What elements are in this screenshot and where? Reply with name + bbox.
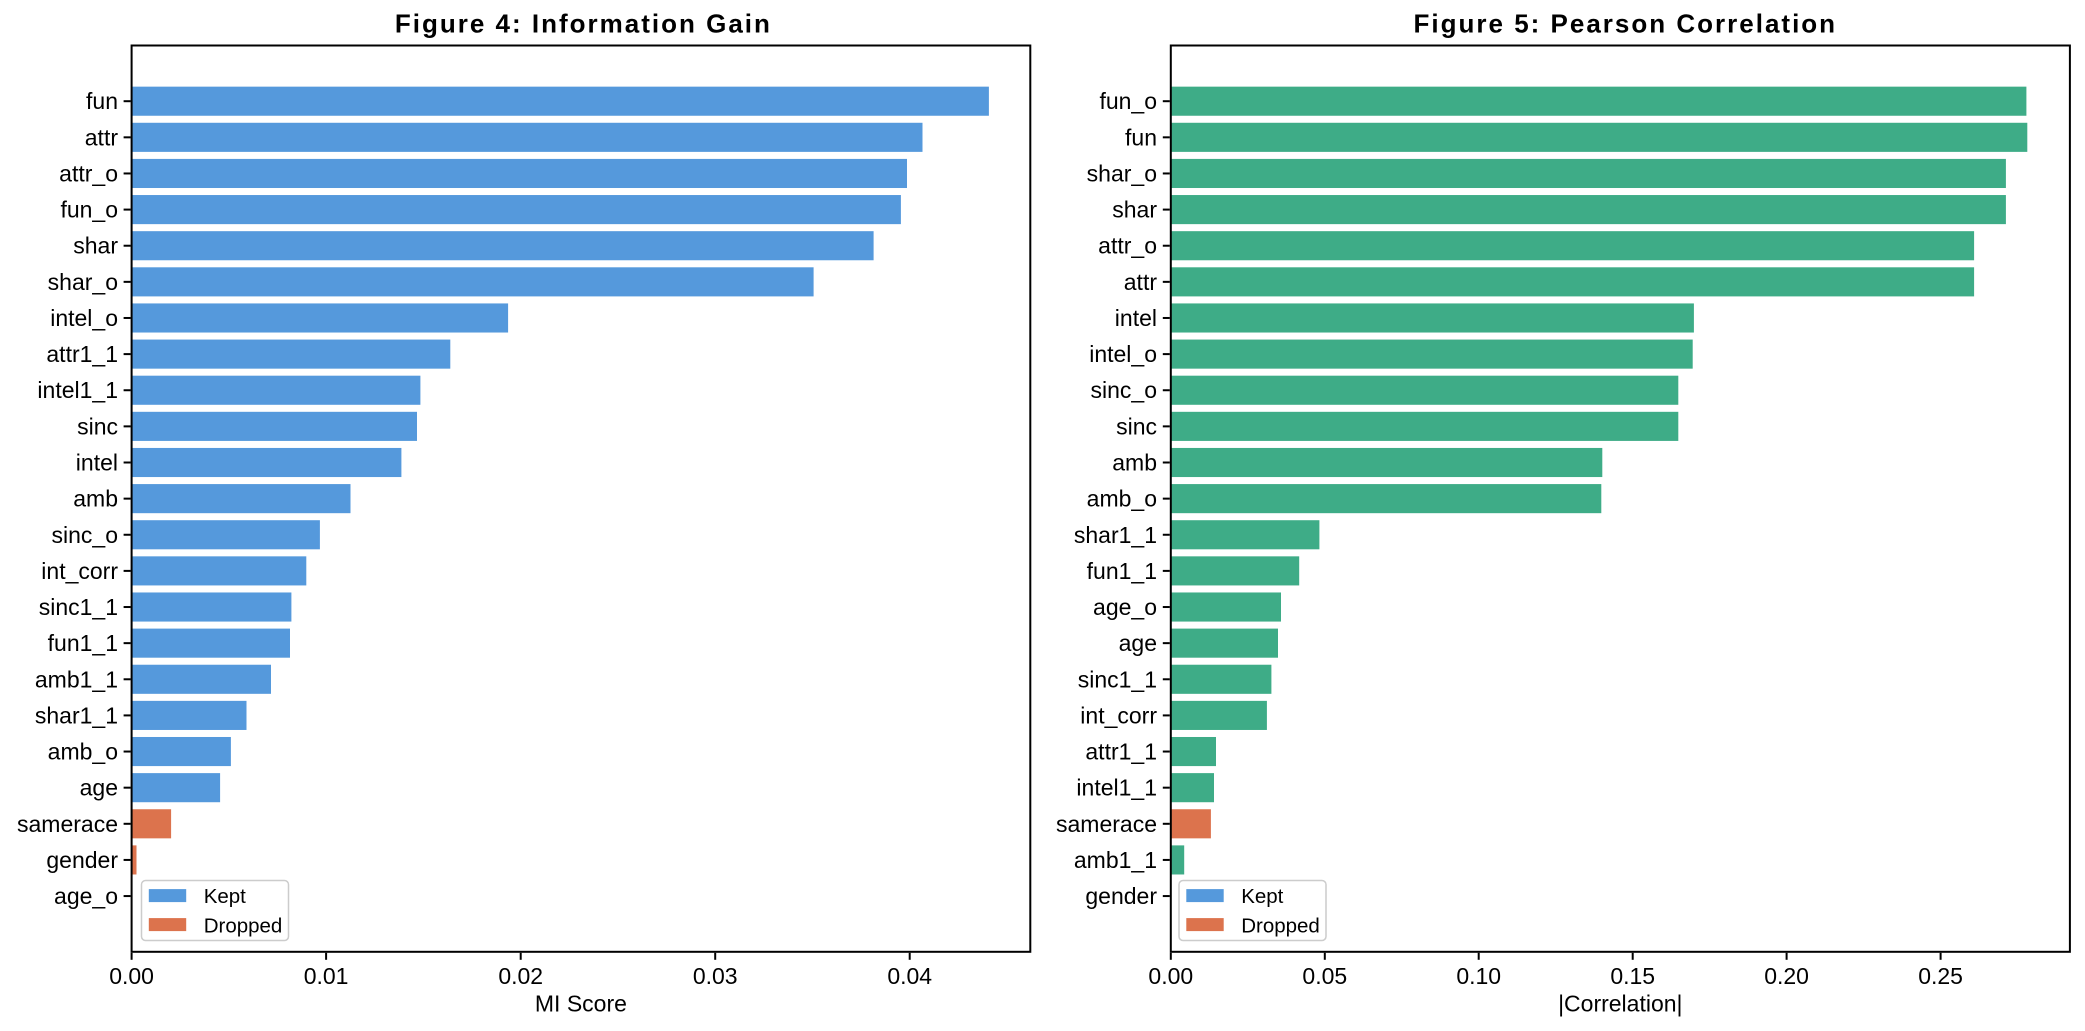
svg-text:0.10: 0.10 <box>1456 963 1501 989</box>
svg-text:fun_o: fun_o <box>60 197 118 223</box>
svg-text:0.25: 0.25 <box>1918 963 1963 989</box>
svg-text:int_corr: int_corr <box>1080 702 1157 728</box>
svg-text:samerace: samerace <box>17 811 118 837</box>
svg-text:0.20: 0.20 <box>1764 963 1809 989</box>
svg-text:attr1_1: attr1_1 <box>46 341 118 367</box>
svg-text:shar_o: shar_o <box>1087 160 1157 186</box>
svg-text:intel: intel <box>1115 305 1157 331</box>
svg-text:age_o: age_o <box>1093 594 1157 620</box>
svg-text:fun: fun <box>1125 124 1157 150</box>
svg-text:fun1_1: fun1_1 <box>1087 558 1157 584</box>
svg-text:0.00: 0.00 <box>109 963 154 989</box>
svg-text:|Correlation|: |Correlation| <box>1558 991 1682 1017</box>
svg-text:0.05: 0.05 <box>1302 963 1347 989</box>
svg-text:fun1_1: fun1_1 <box>48 630 118 656</box>
svg-text:0.04: 0.04 <box>887 963 932 989</box>
svg-text:sinc_o: sinc_o <box>52 522 118 548</box>
svg-text:sinc: sinc <box>1116 413 1157 439</box>
svg-text:0.03: 0.03 <box>693 963 738 989</box>
svg-text:fun: fun <box>86 88 118 114</box>
svg-text:int_corr: int_corr <box>41 558 118 584</box>
svg-text:Dropped: Dropped <box>204 915 283 938</box>
svg-text:sinc1_1: sinc1_1 <box>1078 666 1157 692</box>
svg-text:intel_o: intel_o <box>50 305 118 331</box>
svg-text:shar: shar <box>1112 197 1157 223</box>
svg-text:intel1_1: intel1_1 <box>1076 775 1157 801</box>
svg-text:age: age <box>80 775 118 801</box>
svg-text:amb_o: amb_o <box>1087 486 1157 512</box>
svg-text:intel_o: intel_o <box>1089 341 1157 367</box>
svg-text:Figure 5: Pearson Correlation: Figure 5: Pearson Correlation <box>1414 9 1838 39</box>
svg-text:shar1_1: shar1_1 <box>35 702 118 728</box>
svg-text:attr: attr <box>1124 269 1158 295</box>
svg-text:shar_o: shar_o <box>48 269 118 295</box>
svg-text:amb_o: amb_o <box>48 739 118 765</box>
svg-text:0.15: 0.15 <box>1610 963 1655 989</box>
svg-text:amb1_1: amb1_1 <box>35 666 118 692</box>
svg-text:samerace: samerace <box>1056 811 1157 837</box>
svg-text:sinc_o: sinc_o <box>1091 377 1157 403</box>
svg-text:Kept: Kept <box>204 885 246 908</box>
svg-text:attr_o: attr_o <box>59 160 118 186</box>
svg-text:MI Score: MI Score <box>535 991 627 1017</box>
svg-text:attr: attr <box>85 124 119 150</box>
svg-text:age_o: age_o <box>54 883 118 909</box>
svg-text:amb1_1: amb1_1 <box>1074 847 1157 873</box>
svg-text:attr_o: attr_o <box>1098 233 1157 259</box>
svg-text:intel1_1: intel1_1 <box>37 377 118 403</box>
svg-text:attr1_1: attr1_1 <box>1085 739 1157 765</box>
svg-text:0.00: 0.00 <box>1148 963 1193 989</box>
svg-text:Kept: Kept <box>1241 885 1283 908</box>
svg-text:sinc1_1: sinc1_1 <box>39 594 118 620</box>
svg-text:Dropped: Dropped <box>1241 915 1320 938</box>
svg-text:gender: gender <box>46 847 118 873</box>
svg-text:amb: amb <box>1112 450 1157 476</box>
svg-text:Figure 4: Information Gain: Figure 4: Information Gain <box>395 9 772 39</box>
svg-text:amb: amb <box>73 486 118 512</box>
svg-text:shar1_1: shar1_1 <box>1074 522 1157 548</box>
svg-text:fun_o: fun_o <box>1099 88 1157 114</box>
svg-text:shar: shar <box>73 233 118 259</box>
svg-text:0.02: 0.02 <box>498 963 543 989</box>
svg-text:intel: intel <box>76 450 118 476</box>
svg-text:age: age <box>1119 630 1157 656</box>
svg-text:0.01: 0.01 <box>304 963 349 989</box>
svg-text:sinc: sinc <box>77 413 118 439</box>
svg-text:gender: gender <box>1085 883 1157 909</box>
